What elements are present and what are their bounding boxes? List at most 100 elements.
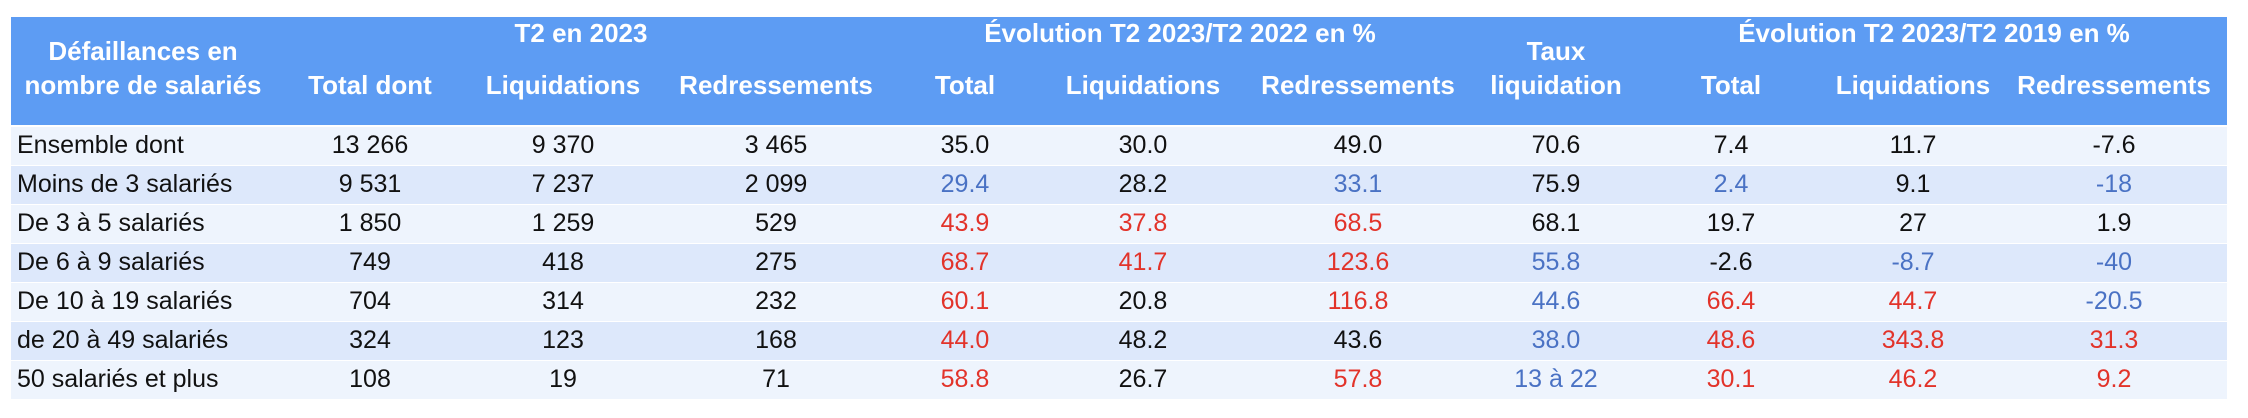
- cell: 30.0: [1119, 131, 1168, 159]
- cell: 9 370: [532, 131, 595, 159]
- row-label: Moins de 3 salariés: [17, 170, 232, 198]
- cell: 48.6: [1707, 326, 1756, 354]
- cell: 168: [755, 326, 797, 354]
- header-group: Évolution T2 2023/T2 2022 en %: [984, 18, 1376, 48]
- header-column: Liquidations: [1836, 70, 1991, 100]
- cell: 29.4: [941, 170, 990, 198]
- header-group: T2 en 2023: [515, 18, 648, 48]
- row-band: [11, 127, 2227, 165]
- header-column: Total dont: [308, 70, 432, 100]
- row-label: De 3 à 5 salariés: [17, 209, 205, 237]
- cell: 68.5: [1334, 209, 1383, 237]
- row-label: Ensemble dont: [17, 131, 184, 159]
- cell: 314: [542, 287, 584, 315]
- cell: 28.2: [1119, 170, 1168, 198]
- cell: 1.9: [2097, 209, 2132, 237]
- cell: 2 099: [745, 170, 808, 198]
- cell: 19: [549, 365, 577, 393]
- cell: -8.7: [1891, 248, 1934, 276]
- cell: 41.7: [1119, 248, 1168, 276]
- cell: 68.1: [1532, 209, 1581, 237]
- cell: 3 465: [745, 131, 808, 159]
- cell: 43.9: [941, 209, 990, 237]
- cell: 30.1: [1707, 365, 1756, 393]
- cell: 704: [349, 287, 391, 315]
- cell: 75.9: [1532, 170, 1581, 198]
- cell: 7 237: [532, 170, 595, 198]
- header-column: Total: [1701, 70, 1761, 100]
- cell: 343.8: [1882, 326, 1945, 354]
- cell: 529: [755, 209, 797, 237]
- cell: -20.5: [2086, 287, 2143, 315]
- row-band: [11, 166, 2227, 204]
- cell: -40: [2096, 248, 2132, 276]
- cell: 749: [349, 248, 391, 276]
- cell: 116.8: [1328, 287, 1389, 315]
- cell: 9.2: [2097, 365, 2132, 393]
- cell: 55.8: [1532, 248, 1581, 276]
- cell: 13 à 22: [1514, 365, 1597, 393]
- row-label: De 6 à 9 salariés: [17, 248, 205, 276]
- cell: 33.1: [1334, 170, 1383, 198]
- cell: 38.0: [1532, 326, 1581, 354]
- cell: 70.6: [1532, 131, 1581, 159]
- cell: 27: [1899, 209, 1927, 237]
- cell: 37.8: [1119, 209, 1168, 237]
- cell: 2.4: [1714, 170, 1749, 198]
- header-column: Liquidations: [486, 70, 641, 100]
- header-column: Redressements: [1261, 70, 1455, 100]
- cell: 7.4: [1714, 131, 1749, 159]
- row-band: [11, 205, 2227, 243]
- cell: 9.1: [1896, 170, 1931, 198]
- cell: 324: [349, 326, 391, 354]
- cell: 66.4: [1707, 287, 1756, 315]
- cell: 11.7: [1890, 131, 1937, 159]
- cell: 108: [349, 365, 391, 393]
- cell: 44.6: [1532, 287, 1581, 315]
- cell: 48.2: [1119, 326, 1168, 354]
- cell: 123.6: [1327, 248, 1390, 276]
- cell: 71: [762, 365, 790, 393]
- row-band: [11, 283, 2227, 321]
- cell: 43.6: [1334, 326, 1383, 354]
- header-band: [11, 17, 2227, 125]
- cell: 44.0: [941, 326, 990, 354]
- header-column: Taux: [1527, 36, 1586, 66]
- cell: 44.7: [1889, 287, 1938, 315]
- row-label: De 10 à 19 salariés: [17, 287, 232, 315]
- cell: 19.7: [1707, 209, 1756, 237]
- cell: 232: [755, 287, 797, 315]
- row-band: [11, 244, 2227, 282]
- header-column: Redressements: [2017, 70, 2211, 100]
- cell: 418: [542, 248, 584, 276]
- cell: 58.8: [941, 365, 990, 393]
- cell: 31.3: [2090, 326, 2139, 354]
- cell: 60.1: [941, 287, 990, 315]
- cell: 13 266: [332, 131, 408, 159]
- header-stub: Défaillances en: [48, 36, 237, 66]
- cell: -7.6: [2092, 131, 2135, 159]
- cell: 123: [542, 326, 584, 354]
- cell: 57.8: [1334, 365, 1383, 393]
- header-column: Redressements: [679, 70, 873, 100]
- cell: 26.7: [1119, 365, 1168, 393]
- cell: 1 259: [532, 209, 595, 237]
- header-group: Évolution T2 2023/T2 2019 en %: [1738, 18, 2130, 48]
- cell: 35.0: [941, 131, 990, 159]
- cell: -2.6: [1709, 248, 1752, 276]
- header-column: Liquidations: [1066, 70, 1221, 100]
- row-band: [11, 322, 2227, 360]
- row-band: [11, 361, 2227, 399]
- header-stub: nombre de salariés: [25, 70, 262, 100]
- cell: 20.8: [1119, 287, 1168, 315]
- cell: -18: [2096, 170, 2132, 198]
- header-column: Total: [935, 70, 995, 100]
- cell: 1 850: [339, 209, 402, 237]
- row-label: de 20 à 49 salariés: [17, 326, 228, 354]
- row-label: 50 salariés et plus: [17, 365, 219, 393]
- cell: 68.7: [941, 248, 990, 276]
- cell: 275: [755, 248, 797, 276]
- cell: 46.2: [1889, 365, 1938, 393]
